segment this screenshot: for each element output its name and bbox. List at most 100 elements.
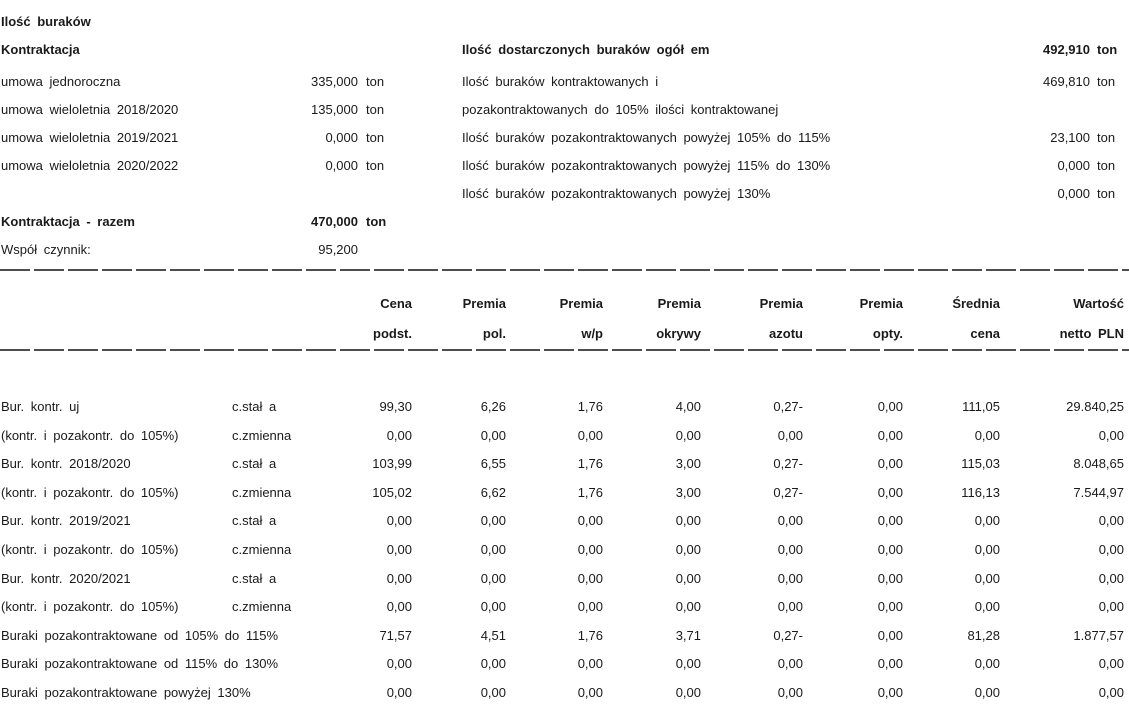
contract-value: 135,000: [311, 102, 358, 117]
cell-premia-pol: 0,00: [480, 570, 506, 586]
cell-premia-azotu: 0,27-: [773, 484, 803, 500]
cell-wartosc-netto: 0,00: [1098, 684, 1124, 700]
price-row-label: Bur. kontr. 2019/2021: [1, 513, 131, 529]
cell-srednia-cena: 0,00: [974, 541, 1000, 557]
cell-cena-podst: 0,00: [386, 656, 412, 672]
cell-premia-azotu: 0,00: [777, 427, 803, 443]
cell-srednia-cena: 0,00: [974, 684, 1000, 700]
delivered-label: Ilość buraków kontraktowanych i: [462, 74, 659, 89]
price-row-price-type: c.stał a: [232, 513, 277, 529]
cell-premia-wp: 1,76: [577, 456, 603, 472]
cell-premia-azotu: 0,00: [777, 684, 803, 700]
cell-cena-podst: 0,00: [386, 570, 412, 586]
contract-unit: ton: [366, 130, 385, 145]
price-row-price-type: c.zmienna: [232, 599, 292, 615]
cell-cena-podst: 0,00: [386, 599, 412, 615]
cell-wartosc-netto: 0,00: [1098, 541, 1124, 557]
cell-premia-opty: 0,00: [877, 684, 903, 700]
price-column-header: Średnia cena: [903, 289, 1000, 349]
cell-premia-okrywy: 0,00: [675, 656, 701, 672]
price-table-row: Bur. kontr. uj c.stał a 99,30 6,26 1,76 …: [0, 393, 1129, 422]
cell-premia-pol: 6,62: [480, 484, 506, 500]
cell-premia-azotu: 0,00: [777, 513, 803, 529]
cell-srednia-cena: 111,05: [962, 399, 1000, 414]
cell-wartosc-netto: 0,00: [1098, 513, 1124, 529]
contract-unit: ton: [366, 74, 385, 89]
cell-premia-okrywy: 3,71: [675, 627, 701, 643]
price-column-header-line2: opty.: [872, 326, 903, 341]
delivered-heading-unit: ton: [1097, 42, 1118, 57]
contract-value: 0,000: [325, 130, 358, 145]
price-row-label: (kontr. i pozakontr. do 105%): [1, 484, 179, 500]
delivered-label: pozakontraktowanych do 105% ilości kontr…: [462, 102, 779, 117]
cell-premia-okrywy: 0,00: [675, 570, 701, 586]
delivered-unit: ton: [1097, 130, 1116, 145]
cell-cena-podst: 0,00: [386, 684, 412, 700]
price-column-header-line1: Cena: [380, 296, 412, 311]
price-row-label: (kontr. i pozakontr. do 105%): [1, 427, 179, 443]
cell-premia-okrywy: 0,00: [675, 541, 701, 557]
price-column-header-line2: pol.: [482, 326, 506, 341]
price-table-row: (kontr. i pozakontr. do 105%) c.zmienna …: [0, 593, 1129, 622]
price-column-header-line2: azotu: [769, 326, 803, 341]
cell-premia-azotu: 0,00: [777, 599, 803, 615]
cell-premia-pol: 0,00: [480, 541, 506, 557]
cell-cena-podst: 0,00: [386, 513, 412, 529]
cell-premia-azotu: 0,27-: [773, 399, 803, 414]
cell-premia-wp: 1,76: [577, 627, 603, 643]
cell-premia-wp: 0,00: [577, 541, 603, 557]
price-row-price-type: c.stał a: [232, 456, 277, 472]
price-table-body: Bur. kontr. uj c.stał a 99,30 6,26 1,76 …: [0, 393, 1129, 708]
summary-section: Ilość buraków Kontraktacja umowa jednoro…: [0, 0, 1129, 269]
delivered-value: 469,810: [1043, 74, 1090, 89]
delivered-heading-row: Ilość dostarczonych buraków ogół em 492,…: [462, 36, 1129, 64]
cell-srednia-cena: 115,03: [961, 456, 1000, 472]
contract-value: 0,000: [325, 158, 358, 173]
cell-wartosc-netto: 0,00: [1098, 656, 1124, 672]
contracting-total-label: Kontraktacja - razem: [1, 214, 135, 229]
contracting-total-unit: ton: [366, 214, 387, 229]
cell-cena-podst: 71,57: [379, 627, 412, 643]
cell-premia-okrywy: 0,00: [675, 684, 701, 700]
coefficient-value: 95,200: [318, 242, 358, 257]
contracting-row: umowa jednoroczna 335,000 ton: [0, 68, 400, 96]
cell-premia-wp: 0,00: [577, 513, 603, 529]
cell-wartosc-netto: 8.048,65: [1073, 456, 1124, 472]
price-column-header-line2: okrywy: [656, 326, 701, 341]
cell-premia-azotu: 0,27-: [773, 627, 803, 643]
price-row-label: Bur. kontr. 2020/2021: [1, 570, 131, 586]
delivered-row: Ilość buraków pozakontraktowanych powyże…: [462, 180, 1129, 208]
price-table-row: (kontr. i pozakontr. do 105%) c.zmienna …: [0, 422, 1129, 451]
contracting-row: umowa wieloletnia 2019/2021 0,000 ton: [0, 124, 400, 152]
contract-value: 335,000: [311, 74, 358, 89]
cell-premia-opty: 0,00: [877, 427, 903, 443]
contracting-total-row: Kontraktacja - razem 470,000 ton: [0, 208, 400, 236]
price-row-label: Buraki pozakontraktowane powyżej 130%: [1, 684, 251, 700]
price-row-label: (kontr. i pozakontr. do 105%): [1, 541, 179, 557]
price-column-header: Premia opty.: [803, 289, 903, 349]
cell-premia-azotu: 0,00: [777, 570, 803, 586]
cell-premia-azotu: 0,00: [777, 656, 803, 672]
cell-premia-opty: 0,00: [877, 656, 903, 672]
price-column-header: Cena podst.: [312, 289, 412, 349]
delivered-unit: ton: [1097, 74, 1116, 89]
cell-premia-wp: 0,00: [577, 427, 603, 443]
cell-premia-opty: 0,00: [877, 399, 903, 414]
price-column-header-line1: Premia: [759, 296, 803, 311]
contract-unit: ton: [366, 102, 385, 117]
contracting-total-value: 470,000: [311, 214, 358, 229]
cell-premia-okrywy: 4,00: [675, 399, 701, 414]
cell-premia-wp: 0,00: [577, 570, 603, 586]
price-table-row: (kontr. i pozakontr. do 105%) c.zmienna …: [0, 479, 1129, 508]
contracting-rows: umowa jednoroczna 335,000 ton umowa wiel…: [0, 68, 400, 180]
cell-premia-opty: 0,00: [877, 513, 903, 529]
cell-wartosc-netto: 0,00: [1098, 570, 1124, 586]
price-row-label: Buraki pozakontraktowane od 105% do 115%: [1, 627, 279, 643]
price-table-header: Cena podst. Premia pol. Premia w/p Premi…: [0, 289, 1129, 349]
cell-srednia-cena: 0,00: [974, 599, 1000, 615]
delivered-unit: ton: [1097, 158, 1116, 173]
cell-cena-podst: 0,00: [386, 541, 412, 557]
price-row-price-type: c.stał a: [232, 570, 277, 586]
coefficient-label: Współ czynnik:: [1, 242, 91, 257]
